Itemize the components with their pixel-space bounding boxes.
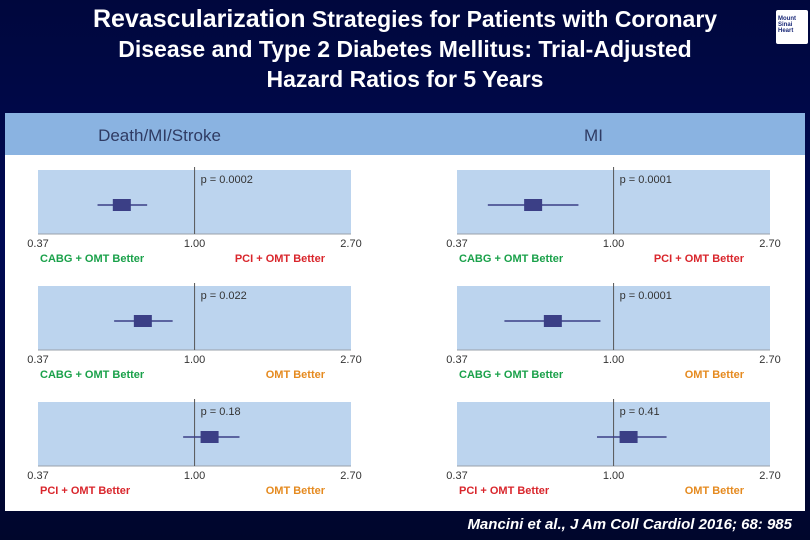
panel-header-death-mi-stroke: Death/MI/Stroke <box>98 126 221 145</box>
chart0-row0-tick-label-2: 2.70 <box>340 238 361 250</box>
logo-line-1: Mount <box>778 16 796 22</box>
title-line-1: Revascularization Strategies for Patient… <box>0 4 810 34</box>
chart1-row2-tick-label-0: 0.37 <box>446 470 467 482</box>
panel-header-mi: MI <box>584 126 603 145</box>
institution-logo: Mount Sinai Heart <box>776 10 808 44</box>
chart0-row2-p-value: p = 0.18 <box>201 406 241 418</box>
logo-line-2: Sinai <box>778 22 793 28</box>
chart1-row1-left-label: CABG + OMT Better <box>459 369 564 381</box>
logo-wordmark: Mount Sinai Heart <box>778 16 806 34</box>
chart1-row2-tick-label-2: 2.70 <box>759 470 780 482</box>
chart1-row1-tick-label-2: 2.70 <box>759 354 780 366</box>
chart1-row0-tick-label-0: 0.37 <box>446 238 467 250</box>
chart1-row1-tick-label-1: 1.00 <box>603 354 624 366</box>
chart0-row2-hr-marker <box>200 431 219 443</box>
chart0-row0-right-label: PCI + OMT Better <box>235 253 326 265</box>
chart0-row2-tick-label-1: 1.00 <box>184 470 205 482</box>
slide-title: Revascularization Strategies for Patient… <box>0 4 810 94</box>
title-line-3: Hazard Ratios for 5 Years <box>266 66 544 92</box>
chart0-row2-tick-label-2: 2.70 <box>340 470 361 482</box>
chart0-row2-left-label: PCI + OMT Better <box>40 485 131 497</box>
title-line-1-rest: Strategies for Patients with Coronary <box>311 6 718 32</box>
logo-line-3: Heart <box>778 28 794 34</box>
chart0-row1-right-label: OMT Better <box>266 369 326 381</box>
chart1-row0-right-label: PCI + OMT Better <box>654 253 745 265</box>
chart0-row1-tick-label-2: 2.70 <box>340 354 361 366</box>
chart0-row1-tick-label-1: 1.00 <box>184 354 205 366</box>
chart1-row2-p-value: p = 0.41 <box>620 406 660 418</box>
chart1-row2-left-label: PCI + OMT Better <box>459 485 550 497</box>
title-line-1-lead: Revascularization <box>92 5 306 33</box>
chart1-row0-tick-label-1: 1.00 <box>603 238 624 250</box>
chart0-row1-tick-label-0: 0.37 <box>27 354 48 366</box>
chart1-row2-tick-label-1: 1.00 <box>603 470 624 482</box>
chart1-row1-hr-marker <box>543 315 562 327</box>
chart0-row1-p-value: p = 0.022 <box>201 290 247 302</box>
chart0-row0-tick-label-0: 0.37 <box>27 238 48 250</box>
citation: Mancini et al., J Am Coll Cardiol 2016; … <box>467 516 792 533</box>
chart1-row1-p-value: p = 0.0001 <box>620 290 672 302</box>
chart0-row0-p-value: p = 0.0002 <box>201 174 253 186</box>
chart1-row1-right-label: OMT Better <box>685 369 745 381</box>
forest-plot-svg: Death/MI/Stroke p = 0.0002 0.37 1.00 2.70 CAB… <box>5 113 805 497</box>
panel-header-band <box>5 113 805 155</box>
forest-plot-panel: Death/MI/Stroke p = 0.0002 0.37 1.00 2.70 CAB… <box>5 113 805 511</box>
chart0-row0-hr-marker <box>112 199 131 211</box>
chart1-row1-tick-label-0: 0.37 <box>446 354 467 366</box>
chart0-row2-tick-label-0: 0.37 <box>27 470 48 482</box>
chart1-row0-p-value: p = 0.0001 <box>620 174 672 186</box>
chart0-row0-tick-label-1: 1.00 <box>184 238 205 250</box>
chart1-row0-tick-label-2: 2.70 <box>759 238 780 250</box>
chart0-row1-hr-marker <box>133 315 152 327</box>
chart0-row0-left-label: CABG + OMT Better <box>40 253 145 265</box>
chart1-row2-right-label: OMT Better <box>685 485 745 497</box>
chart1-row2-hr-marker <box>619 431 638 443</box>
chart1-row0-hr-marker <box>524 199 543 211</box>
title-line-2: Disease and Type 2 Diabetes Mellitus: Tr… <box>118 36 692 62</box>
chart1-row0-left-label: CABG + OMT Better <box>459 253 564 265</box>
chart0-row1-left-label: CABG + OMT Better <box>40 369 145 381</box>
chart0-row2-right-label: OMT Better <box>266 485 326 497</box>
